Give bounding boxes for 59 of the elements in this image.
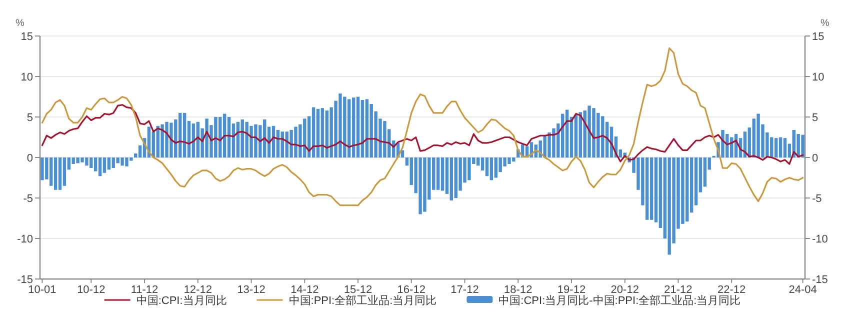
y-tick-label: 5 xyxy=(26,112,33,124)
bar xyxy=(436,158,440,190)
bar xyxy=(182,112,186,158)
y-tick-label: -5 xyxy=(23,193,33,205)
y2-tick-label: -10 xyxy=(812,234,828,246)
bar xyxy=(227,117,231,158)
bar xyxy=(352,98,356,158)
bar xyxy=(312,107,316,158)
x-tick-label: 18-12 xyxy=(504,284,532,296)
bar xyxy=(360,100,364,158)
bar xyxy=(778,137,782,158)
bar xyxy=(98,158,102,176)
bar xyxy=(107,158,111,170)
y2-tick-label: 15 xyxy=(812,31,824,43)
x-tick-label: 15-12 xyxy=(344,284,372,296)
y-tick-label: 10 xyxy=(20,72,33,84)
bar xyxy=(783,138,787,158)
y2-tick-label: 5 xyxy=(812,112,818,124)
bar xyxy=(54,158,58,190)
bar xyxy=(650,158,654,220)
bar xyxy=(365,99,369,158)
y-tick-label: -15 xyxy=(17,274,33,286)
y-tick-label: -10 xyxy=(17,234,33,246)
y-tick-label: 0 xyxy=(26,152,33,164)
bar xyxy=(316,108,320,158)
x-tick-label: 16-12 xyxy=(397,284,426,296)
bar xyxy=(62,158,66,186)
y2-tick-label: -15 xyxy=(812,274,828,286)
y2-tick-label: 10 xyxy=(812,72,824,84)
y-tick-label: 15 xyxy=(20,31,33,43)
legend-label: 中国:PPI:全部工业品:当月同比 xyxy=(288,294,437,307)
x-tick-label: 11-12 xyxy=(130,284,158,296)
y2-axis-title: % xyxy=(820,18,830,29)
x-tick-label: 14-12 xyxy=(290,284,319,296)
y-axis-title: % xyxy=(16,18,25,29)
y2-tick-label: 0 xyxy=(812,152,818,164)
bar xyxy=(565,110,569,158)
x-tick-label: 22-12 xyxy=(718,284,746,296)
bar xyxy=(774,138,778,158)
x-tick-label: 10-12 xyxy=(77,284,106,296)
x-tick-label: 17-12 xyxy=(450,284,479,296)
x-tick-label: 13-12 xyxy=(237,284,266,296)
bar xyxy=(102,158,106,173)
y2-tick-label: -5 xyxy=(812,193,822,205)
x-tick-label: 12-12 xyxy=(184,284,212,296)
x-tick-label: 21-12 xyxy=(664,284,692,296)
x-tick-label: 19-12 xyxy=(557,284,586,296)
x-tick-label: 24-04 xyxy=(788,284,817,296)
x-tick-label: 10-01 xyxy=(28,284,56,296)
bar xyxy=(356,96,360,158)
bar xyxy=(58,158,62,190)
legend-label: 中国:CPI:当月同比-中国:PPI:全部工业品:当月同比 xyxy=(498,294,741,307)
bar xyxy=(450,158,454,200)
legend-label: 中国:CPI:当月同比 xyxy=(136,294,227,307)
bar xyxy=(440,158,444,191)
bar xyxy=(320,108,324,158)
bar xyxy=(490,158,494,180)
bar xyxy=(485,158,489,176)
x-tick-label: 20-12 xyxy=(610,284,639,296)
